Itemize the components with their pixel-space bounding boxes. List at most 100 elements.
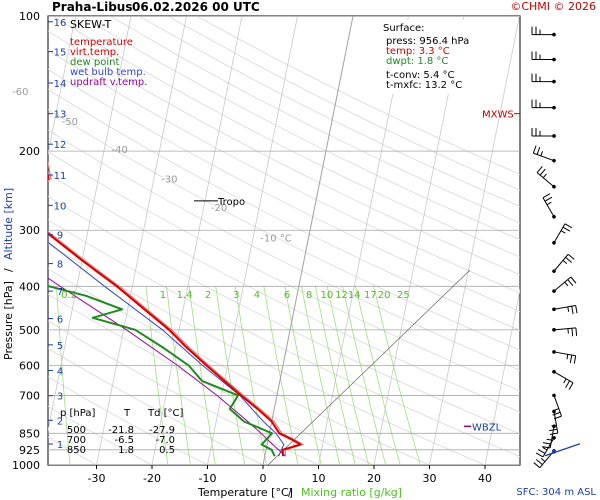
pressure-tick-label: 100 — [19, 10, 40, 23]
isotherm-label: -20 — [211, 203, 227, 214]
wind-barb-staff — [553, 327, 576, 331]
wind-barb-staff — [553, 371, 574, 384]
wind-barb-staff — [553, 395, 562, 417]
overlay-layer: -80 °C-70-60-50-40-30-20-10 °C0.211.4234… — [12, 10, 520, 485]
table-header-td: Td [°C] — [147, 408, 184, 419]
wind-barb-feather — [570, 276, 577, 284]
mixing-ratio-label: 10 — [320, 290, 333, 301]
pressure-tick-label: 400 — [19, 280, 40, 293]
wind-barb-feather — [571, 328, 574, 337]
isotherm-label: -10 °C — [260, 234, 292, 245]
surface-temp: temp: 3.3 °C — [386, 46, 450, 57]
wind-barb-feather — [533, 462, 541, 469]
mixing-ratio-label: 0.2 — [61, 290, 77, 301]
altitude-tick-label: 3 — [57, 392, 63, 403]
wind-barb-feather — [532, 145, 537, 154]
dry-adiabat — [52, 16, 520, 258]
y-axis-label: Pressure [hPa] — [2, 281, 15, 360]
dry-adiabat — [48, 68, 520, 312]
pressure-tick-label: 300 — [19, 224, 40, 237]
dry-adiabat — [138, 16, 520, 207]
wind-barb-feather — [565, 256, 573, 263]
wind-barb — [533, 449, 556, 469]
wind-barb-staff — [533, 152, 555, 162]
wind-barb-feather — [568, 382, 574, 390]
altitude-tick-label: 16 — [54, 18, 67, 29]
wind-barb-feather — [537, 448, 546, 454]
wind-barb-feather — [566, 354, 569, 360]
tropo-label: Tropo — [217, 197, 245, 208]
x-tick-label: -30 — [88, 472, 106, 485]
series-line-temperature — [48, 171, 302, 457]
table-cell: -27.9 — [149, 425, 175, 436]
wind-barb-feather — [552, 411, 561, 416]
series-line-virt-temp — [48, 160, 305, 457]
isotherm-label: -50 — [62, 117, 78, 128]
table-header-t: T — [123, 408, 131, 419]
wind-barb-staff — [553, 253, 569, 272]
dry-adiabat — [48, 49, 520, 294]
wind-barb-feather — [549, 432, 558, 436]
x-tick-label: -10 — [199, 472, 217, 485]
wind-barb-feather — [542, 447, 548, 451]
surface-dwpt: dwpt: 1.8 °C — [386, 56, 448, 67]
wind-barb-feather — [540, 151, 544, 157]
surface-tmxfc: t-mxfc: 13.2 °C — [386, 80, 462, 91]
wind-barb — [531, 99, 556, 110]
mixing-ratio-label: 12 — [335, 290, 348, 301]
table-cell: 850 — [67, 445, 86, 456]
pressure-tick-label: 600 — [19, 359, 40, 372]
legend-virt-temp: virt.temp. — [70, 47, 119, 58]
wind-barb-feather — [536, 166, 543, 173]
wind-barb-feather — [567, 253, 575, 260]
wind-barb-feather — [560, 230, 566, 234]
wind-barb-staff — [553, 351, 576, 357]
pressure-tick-label: 1000 — [12, 459, 40, 472]
wind-barb-feather — [542, 193, 551, 199]
wind-barb — [531, 51, 556, 62]
copyright: ©CHMI © 2026 — [510, 0, 596, 13]
mixing-ratio-label: 20 — [378, 290, 391, 301]
wind-barb-staff — [553, 223, 566, 244]
wind-barb — [552, 223, 573, 245]
x-tick-label: 30 — [423, 472, 437, 485]
altitude-tick-label: 2 — [57, 416, 63, 427]
wind-barb-feather — [546, 201, 552, 206]
isotherm-line — [429, 16, 520, 465]
summary-table: p [hPa] T Td [°C] 500 -21.8 -27.9 700 -6… — [60, 408, 184, 456]
y-axis-label-group: Pressure [hPa] / Altitude [km] — [2, 188, 15, 360]
altitude-tick-label: 4 — [57, 367, 63, 378]
table-cell: 500 — [67, 425, 86, 436]
wind-barb — [532, 145, 556, 163]
wind-barb-feather — [563, 378, 567, 384]
wind-barb-feather — [536, 146, 541, 155]
mixing-ratio-label: 8 — [306, 290, 312, 301]
wind-barb — [552, 327, 578, 337]
dry-adiabat — [48, 151, 520, 392]
pressure-tick-label: 700 — [19, 389, 40, 402]
wind-barb-feather — [575, 327, 578, 336]
legend-temperature: temperature — [70, 37, 133, 48]
altitude-tick-label: 5 — [57, 341, 63, 352]
legend-updraft: updraft v.temp. — [70, 77, 147, 88]
dry-adiabat — [109, 16, 520, 224]
mixing-ratio-label: 1 — [160, 290, 166, 301]
y-axis-sep: / — [2, 268, 15, 272]
sfc-label: SFC: 304 m ASL — [516, 487, 596, 498]
wind-barb-feather — [535, 459, 543, 466]
table-cell: -6.5 — [114, 435, 134, 446]
series-layer — [48, 160, 305, 457]
pressure-tick-label: 925 — [19, 444, 40, 457]
wind-barb-feather — [546, 438, 552, 441]
wind-barb-staff — [542, 197, 555, 218]
mixing-ratio-label: 25 — [397, 290, 410, 301]
table-cell: 1.8 — [118, 445, 134, 456]
table-cell: 700 — [67, 435, 86, 446]
wind-barb-feather — [562, 226, 571, 232]
altitude-tick-label: 11 — [54, 171, 67, 182]
pressure-tick-label: 200 — [19, 145, 40, 158]
chart-title: Praha-Libus — [52, 0, 132, 14]
x-axis-sep: / — [288, 486, 292, 499]
wind-barb-staff — [553, 276, 572, 292]
isotherm-line — [484, 288, 520, 465]
